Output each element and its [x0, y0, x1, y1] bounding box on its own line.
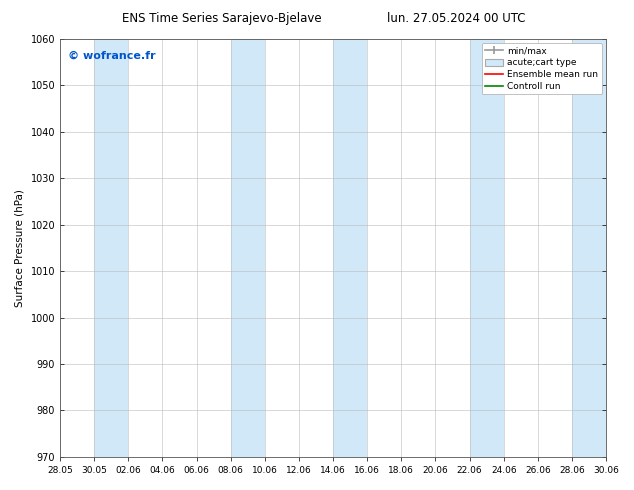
Legend: min/max, acute;cart type, Ensemble mean run, Controll run: min/max, acute;cart type, Ensemble mean …	[482, 43, 602, 95]
Bar	[470, 39, 503, 457]
Y-axis label: Surface Pressure (hPa): Surface Pressure (hPa)	[15, 189, 25, 307]
Bar	[333, 39, 367, 457]
Bar	[572, 39, 606, 457]
Bar	[94, 39, 128, 457]
Text: ENS Time Series Sarajevo-Bjelave: ENS Time Series Sarajevo-Bjelave	[122, 12, 321, 25]
Bar	[231, 39, 265, 457]
Text: lun. 27.05.2024 00 UTC: lun. 27.05.2024 00 UTC	[387, 12, 526, 25]
Text: © wofrance.fr: © wofrance.fr	[68, 51, 156, 61]
